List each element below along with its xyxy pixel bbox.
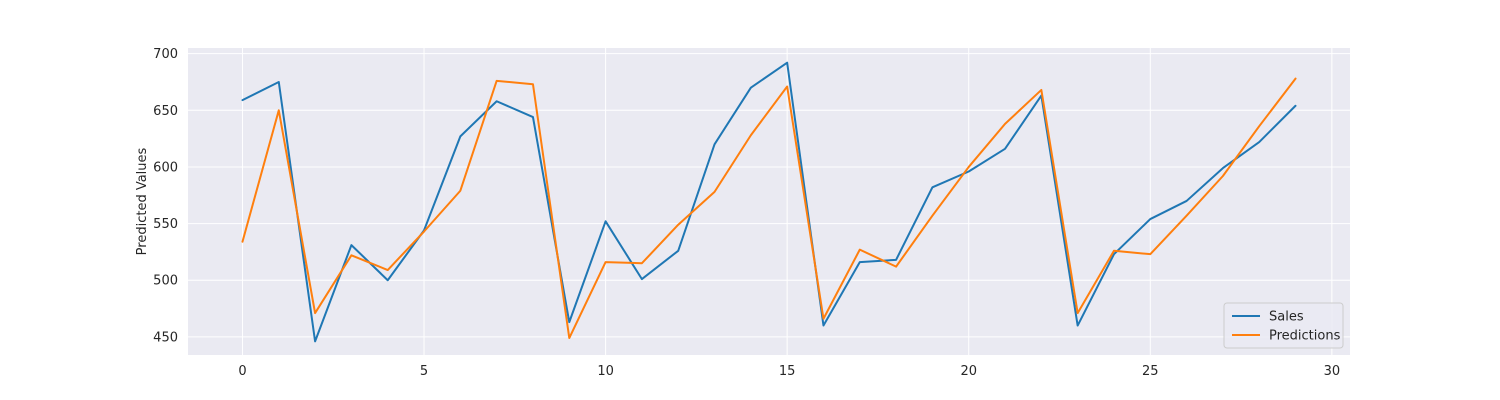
x-tick-label: 25 [1142, 364, 1159, 379]
x-tick-label: 0 [238, 364, 246, 379]
legend-label: Predictions [1269, 329, 1341, 344]
plot-area [188, 48, 1350, 355]
x-tick-label: 10 [597, 364, 614, 379]
legend-label: Sales [1269, 310, 1304, 325]
grid-lines [188, 48, 1350, 355]
series-layer [241, 61, 1297, 343]
y-axis-label: Predicted Values [135, 147, 150, 255]
x-tick-label: 5 [420, 364, 428, 379]
y-tick-label: 600 [153, 160, 178, 175]
legend: Sales Predictions [1223, 302, 1344, 349]
series-line-predictions [241, 77, 1297, 340]
y-tick-label: 700 [153, 47, 178, 62]
y-tick-label: 550 [153, 217, 178, 232]
x-tick-label: 15 [779, 364, 796, 379]
legend-box [1223, 302, 1344, 349]
tick-labels: 0 5 10 15 20 25 30 450 500 550 600 650 700 [153, 47, 1340, 379]
x-tick-label: 30 [1324, 364, 1341, 379]
y-tick-label: 650 [153, 104, 178, 119]
y-tick-label: 500 [153, 274, 178, 289]
y-tick-label: 450 [153, 330, 178, 345]
x-tick-label: 20 [960, 364, 977, 379]
